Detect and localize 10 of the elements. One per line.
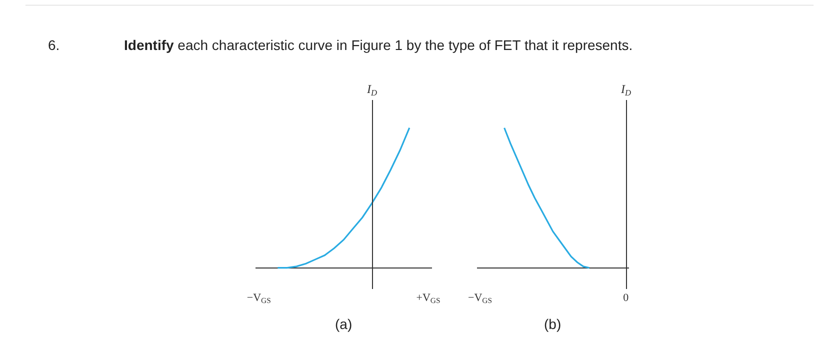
x-tick-label: 0 [623, 292, 630, 304]
x-tick-label: −V$_{GS}$ [468, 292, 492, 306]
y-axis-title: I$_{D}$ [620, 82, 632, 98]
text: (b) [544, 316, 562, 332]
chart-title: Identify each characteristic curve in Figure 1 by the type of FET that it represents. [124, 37, 633, 53]
x-tick-label: +V$_{GS}$ [416, 292, 440, 306]
text: 6. [48, 37, 60, 53]
text: (a) [335, 316, 352, 332]
x-tick-label: −V$_{GS}$ [246, 292, 271, 306]
y-axis-title: I$_{D}$ [366, 82, 378, 98]
